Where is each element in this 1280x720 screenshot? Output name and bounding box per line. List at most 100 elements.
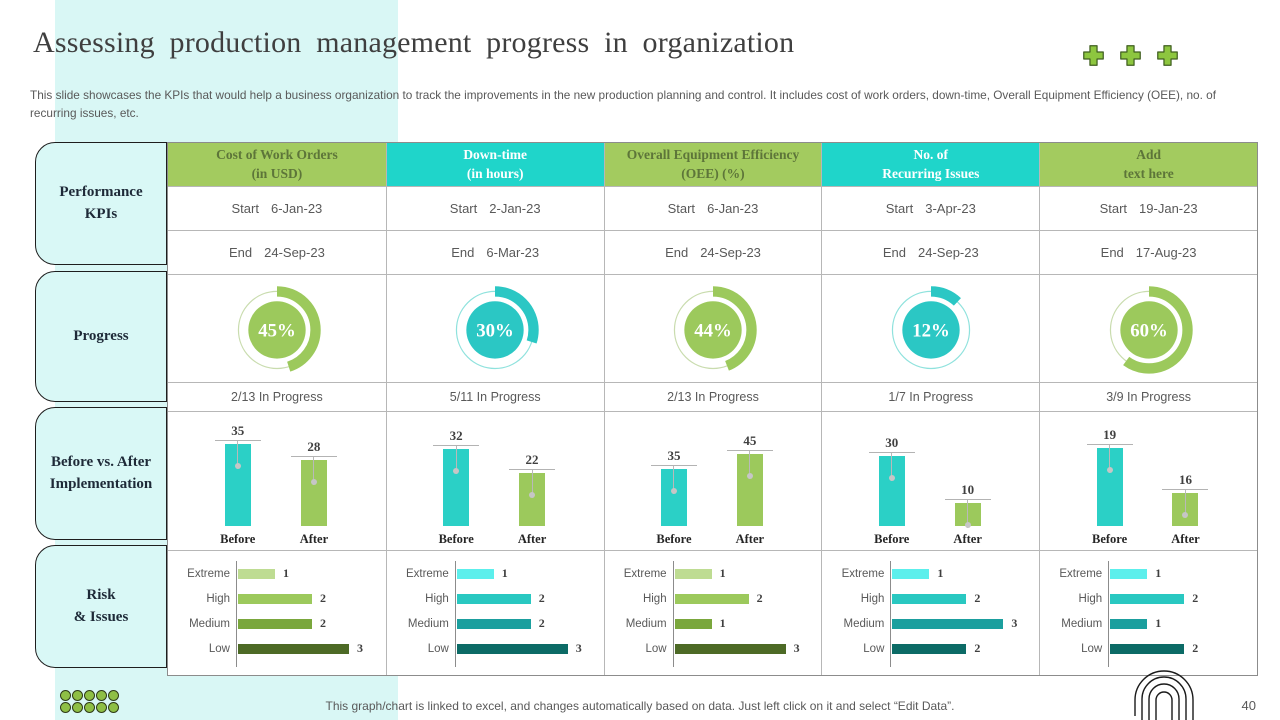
bar-value-label: 35 — [650, 448, 697, 466]
risk-bar[interactable] — [674, 568, 712, 579]
risk-row: Low 3 — [605, 636, 816, 661]
progress-donut-cell: 45% — [168, 275, 386, 382]
risk-bar[interactable] — [456, 593, 531, 604]
bar-category-label: Before — [220, 532, 256, 546]
risk-issues-chart[interactable]: Extreme 1 High 2 Medium 3 Low 2 — [822, 561, 1033, 667]
progress-percent-label: 60% — [1130, 320, 1168, 341]
before-after-chart[interactable]: 35 Before 28 After — [168, 412, 386, 550]
before-after-cell: 35 Before 45 After — [603, 412, 822, 550]
risk-bar[interactable] — [892, 593, 967, 604]
end-date-cell: End 24-Sep-23 — [603, 231, 822, 274]
risk-value-label: 1 — [719, 616, 726, 630]
in-progress-cell: 5/11 In Progress — [385, 383, 604, 411]
risk-category-label: Medium — [189, 617, 230, 630]
start-date-value: 6-Jan-23 — [707, 201, 759, 216]
risk-value-label: 1 — [1155, 566, 1162, 580]
plus-icons — [1082, 44, 1179, 67]
risk-bar[interactable] — [1110, 643, 1185, 654]
bar-category-label: Before — [874, 532, 910, 546]
progress-donut-chart[interactable]: 44% — [666, 281, 760, 377]
in-progress-row: 2/13 In Progress 5/11 In Progress 2/13 In … — [168, 382, 1257, 411]
risk-bar[interactable] — [674, 593, 749, 604]
risk-value-label: 1 — [719, 566, 726, 580]
risk-bar[interactable] — [1110, 568, 1148, 579]
risk-axis-line — [1108, 561, 1110, 667]
bar-category-label: Before — [438, 532, 474, 546]
risk-value-label: 3 — [793, 641, 800, 655]
risk-row: High 2 — [387, 586, 598, 611]
bar-category-label: After — [735, 532, 765, 546]
risk-bar[interactable] — [674, 643, 786, 654]
end-date-value: 24-Sep-23 — [918, 245, 979, 260]
risk-category-label: Low — [645, 642, 667, 655]
progress-donut-chart[interactable]: 30% — [448, 281, 542, 377]
risk-bar[interactable] — [238, 568, 275, 579]
risk-bar[interactable] — [238, 643, 349, 654]
risk-bar[interactable] — [1110, 593, 1185, 604]
risk-row: High 2 — [822, 586, 1033, 611]
bar-leader-line — [746, 451, 753, 479]
risk-value-label: 2 — [538, 591, 545, 605]
progress-donut-chart[interactable]: 45% — [230, 281, 324, 377]
bar-value-label: 30 — [868, 435, 915, 453]
end-date-value: 24-Sep-23 — [700, 245, 761, 260]
risk-issues-chart[interactable]: Extreme 1 High 2 Medium 1 Low 3 — [605, 561, 816, 667]
risk-bar[interactable] — [238, 593, 312, 604]
risk-issues-chart[interactable]: Extreme 1 High 2 Medium 1 Low 2 — [1040, 561, 1251, 667]
risk-bar[interactable] — [674, 618, 712, 629]
bar-leader-line — [234, 441, 241, 469]
kpi-header-cell: No. of Recurring Issues — [821, 143, 1040, 186]
start-date-value: 3-Apr-23 — [925, 201, 976, 216]
end-label: End — [228, 245, 253, 260]
before-after-row: 35 Before 28 After 32 Before 22 After 35 Before 45… — [168, 411, 1257, 550]
risk-bar[interactable] — [238, 618, 312, 629]
risk-bar[interactable] — [456, 568, 494, 579]
risk-axis-line — [890, 561, 892, 667]
bar-leader-line — [1106, 445, 1113, 473]
risk-issues-chart[interactable]: Extreme 1 High 2 Medium 2 Low 3 — [168, 561, 380, 667]
risk-bar[interactable] — [892, 643, 967, 654]
risk-bar[interactable] — [456, 643, 568, 654]
dot — [60, 690, 71, 701]
before-after-chart[interactable]: 30 Before 10 After — [822, 412, 1039, 550]
progress-donut-chart[interactable]: 12% — [884, 281, 978, 377]
before-after-chart[interactable]: 19 Before 16 After — [1040, 412, 1257, 550]
risk-category-label: High — [206, 592, 230, 605]
bar-leader-line — [529, 470, 536, 498]
risk-value-label: 3 — [1011, 616, 1018, 630]
footer-note: This graph/chart is linked to excel, and… — [325, 699, 955, 713]
bar-leader-line — [670, 466, 677, 494]
in-progress-cell: 1/7 In Progress — [821, 383, 1039, 411]
bar-category-label: After — [517, 532, 547, 546]
risk-issues-chart[interactable]: Extreme 1 High 2 Medium 2 Low 3 — [387, 561, 598, 667]
dot — [96, 690, 107, 701]
start-date-row: Start 6-Jan-23 Start 2-Jan-23 Start 6-Jan-23 S… — [168, 186, 1257, 230]
risk-bar[interactable] — [456, 618, 531, 629]
bar-value-label: 10 — [944, 482, 991, 500]
before-after-cell: 32 Before 22 After — [385, 412, 604, 550]
bar-leader-line — [310, 457, 317, 485]
kpi-header-cell: Add text here — [1039, 143, 1257, 186]
risk-issues-cell: Extreme 1 High 2 Medium 2 Low 3 — [385, 551, 604, 675]
risk-row: Extreme 1 — [1040, 561, 1251, 586]
end-date-cell: End 24-Sep-23 — [168, 231, 386, 274]
risk-bar[interactable] — [892, 618, 1004, 629]
risk-value-label: 1 — [1155, 616, 1162, 630]
progress-donut-chart[interactable]: 60% — [1102, 281, 1196, 377]
progress-donut-cell: 30% — [385, 275, 604, 382]
kpi-header-cell: Overall Equipment Efficiency (OEE) (%) — [603, 143, 822, 186]
before-after-chart[interactable]: 32 Before 22 After — [387, 412, 604, 550]
risk-value-label: 2 — [974, 591, 981, 605]
risk-bar[interactable] — [892, 568, 930, 579]
bar-value-label: 35 — [214, 423, 261, 441]
risk-bar[interactable] — [1110, 618, 1148, 629]
bar-category-label: Before — [656, 532, 692, 546]
before-after-chart[interactable]: 35 Before 45 After — [605, 412, 822, 550]
risk-category-label: Extreme — [405, 567, 449, 580]
risk-axis-line — [236, 561, 237, 667]
risk-category-label: Extreme — [841, 567, 885, 580]
progress-percent-label: 12% — [912, 320, 950, 341]
start-date-value: 19-Jan-23 — [1139, 201, 1198, 216]
risk-value-label: 3 — [575, 641, 582, 655]
